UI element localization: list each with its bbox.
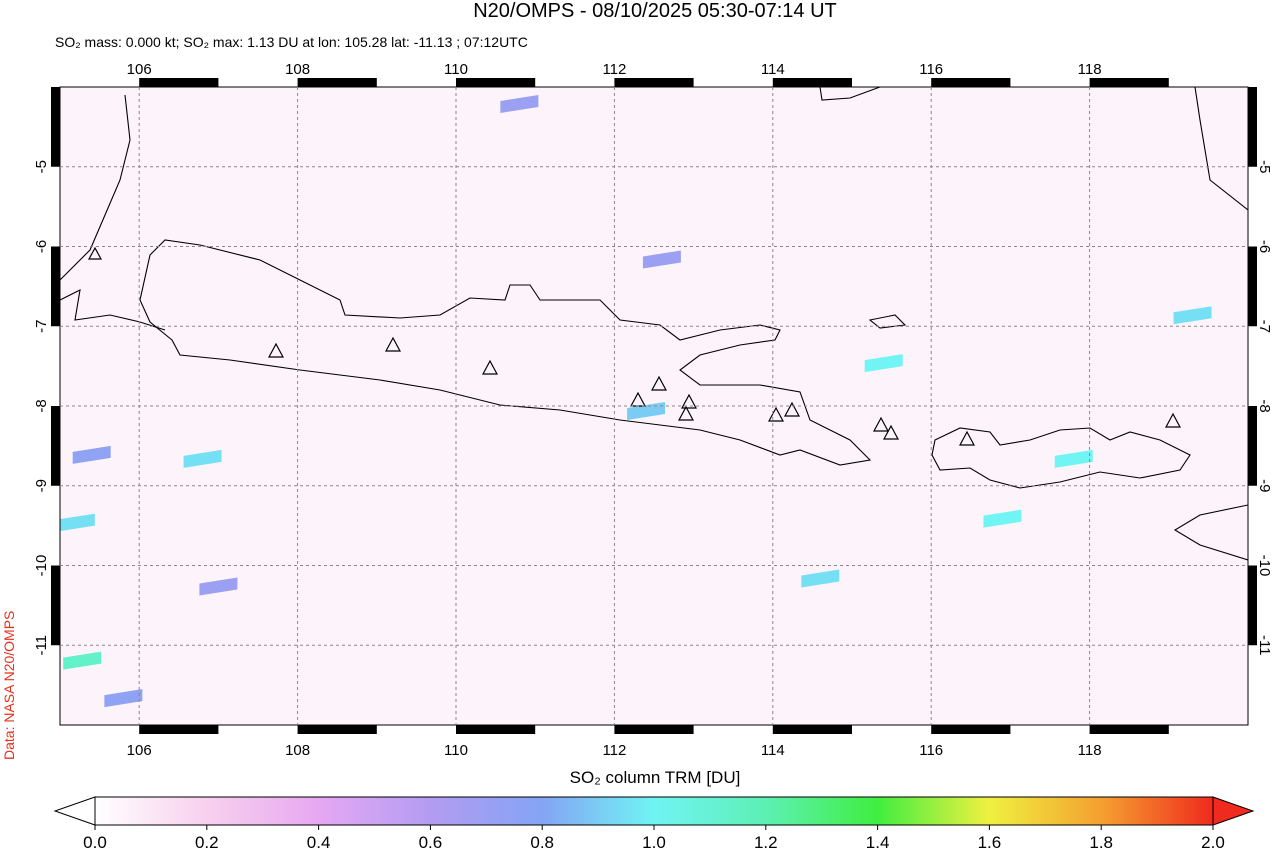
colorbar-tick-label: 1.2 xyxy=(754,833,778,852)
y-tick-label: -11 xyxy=(1256,635,1272,656)
colorbar-tick-label: 1.4 xyxy=(866,833,890,852)
so2-pixel xyxy=(72,445,111,464)
x-tick-label: 108 xyxy=(285,742,310,759)
frame-bar xyxy=(139,78,219,87)
colorbar-tick-label: 1.8 xyxy=(1089,833,1113,852)
x-tick-label: 114 xyxy=(761,61,785,78)
x-tick-label: 114 xyxy=(761,742,785,759)
frame-bar xyxy=(297,725,377,734)
so2-pixel xyxy=(864,354,903,373)
sumatra-coast xyxy=(60,94,166,331)
x-tick-label: 118 xyxy=(1078,742,1102,759)
frame-bar xyxy=(297,78,377,87)
coastlines xyxy=(60,87,1248,561)
x-tick-label: 106 xyxy=(127,742,152,759)
so2-pixel xyxy=(801,569,840,588)
so2-pixel xyxy=(500,94,539,113)
frame-bar xyxy=(931,78,1011,87)
y-tick-label: -8 xyxy=(1256,399,1272,412)
title: N20/OMPS - 08/10/2025 05:30-07:14 UT xyxy=(473,0,837,22)
x-tick-label: 110 xyxy=(444,61,468,78)
y-tick-label: -5 xyxy=(33,160,50,173)
y-tick-label: -7 xyxy=(1256,320,1272,333)
frame-bar xyxy=(51,246,60,327)
y-tick-label: -8 xyxy=(33,399,50,412)
colorbar-tick-label: 0.0 xyxy=(83,833,107,852)
frame-bar xyxy=(931,725,1011,734)
so2-pixel xyxy=(63,651,102,670)
colorbar-tick-label: 1.6 xyxy=(978,833,1002,852)
x-tick-label: 116 xyxy=(919,61,943,78)
frame-bar xyxy=(772,78,852,87)
nusa-tenggara-coast xyxy=(931,427,1191,489)
colorbar-over xyxy=(1212,796,1255,826)
y-tick-label: -6 xyxy=(1256,240,1272,253)
frame-bar xyxy=(51,406,60,486)
colorbar-tick-label: 0.4 xyxy=(307,833,331,852)
x-tick-label: 112 xyxy=(602,742,626,759)
sumba-coast xyxy=(1173,504,1248,561)
y-tick-label: -10 xyxy=(1256,555,1272,577)
frame-bar xyxy=(1248,87,1257,167)
frame-bar xyxy=(1248,246,1257,327)
so2-pixel xyxy=(183,449,222,468)
colorbar-tick-label: 0.2 xyxy=(195,833,219,852)
x-tick-label: 106 xyxy=(127,61,152,78)
so2-pixel xyxy=(1054,449,1093,468)
y-tick-label: -7 xyxy=(33,320,50,333)
x-tick-label: 110 xyxy=(444,742,468,759)
so2-pixel xyxy=(642,250,681,269)
colorbar-tick-label: 0.8 xyxy=(530,833,554,852)
kangean-coast xyxy=(868,314,907,329)
y-tick-label: -10 xyxy=(33,555,50,577)
y-tick-label: -6 xyxy=(33,240,50,253)
subtitle: SO₂ mass: 0.000 kt; SO₂ max: 1.13 DU at … xyxy=(55,34,528,50)
so2-pixel xyxy=(104,689,143,708)
x-tick-label: 116 xyxy=(919,742,943,759)
frame-bar xyxy=(1248,565,1257,646)
colorbar xyxy=(95,797,1213,825)
frame-bar xyxy=(1089,78,1169,87)
colorbar-tick-label: 1.0 xyxy=(642,833,666,852)
x-tick-label: 112 xyxy=(602,61,626,78)
credit: Data: NASA N20/OMPS xyxy=(1,611,17,760)
frame-bar xyxy=(51,87,60,167)
frame-bar xyxy=(456,78,536,87)
x-tick-label: 118 xyxy=(1078,61,1102,78)
frame-bar xyxy=(456,725,536,734)
frame-bar xyxy=(614,78,694,87)
colorbar-tick-label: 2.0 xyxy=(1201,833,1225,852)
y-tick-label: -9 xyxy=(33,479,50,492)
x-tick-label: 108 xyxy=(285,61,310,78)
so2-pixel xyxy=(1173,306,1212,325)
frame-bar xyxy=(139,725,219,734)
so2-pixel xyxy=(60,513,95,532)
java-coast xyxy=(139,239,872,466)
y-tick-label: -11 xyxy=(33,635,50,656)
colorbar-tick-label: 0.6 xyxy=(419,833,443,852)
frame-bar xyxy=(1089,725,1169,734)
y-tick-label: -5 xyxy=(1256,160,1272,173)
kalimantan-coast xyxy=(819,87,1248,211)
so2-pixel xyxy=(199,577,238,596)
colorbar-under xyxy=(53,796,96,826)
frame-bar xyxy=(772,725,852,734)
y-tick-label: -9 xyxy=(1256,479,1272,492)
frame-bar xyxy=(1248,406,1257,486)
frame-bar xyxy=(51,565,60,646)
so2-pixel xyxy=(983,509,1022,528)
colorbar-label: SO₂ column TRM [DU] xyxy=(570,768,741,787)
frame-bar xyxy=(614,725,694,734)
